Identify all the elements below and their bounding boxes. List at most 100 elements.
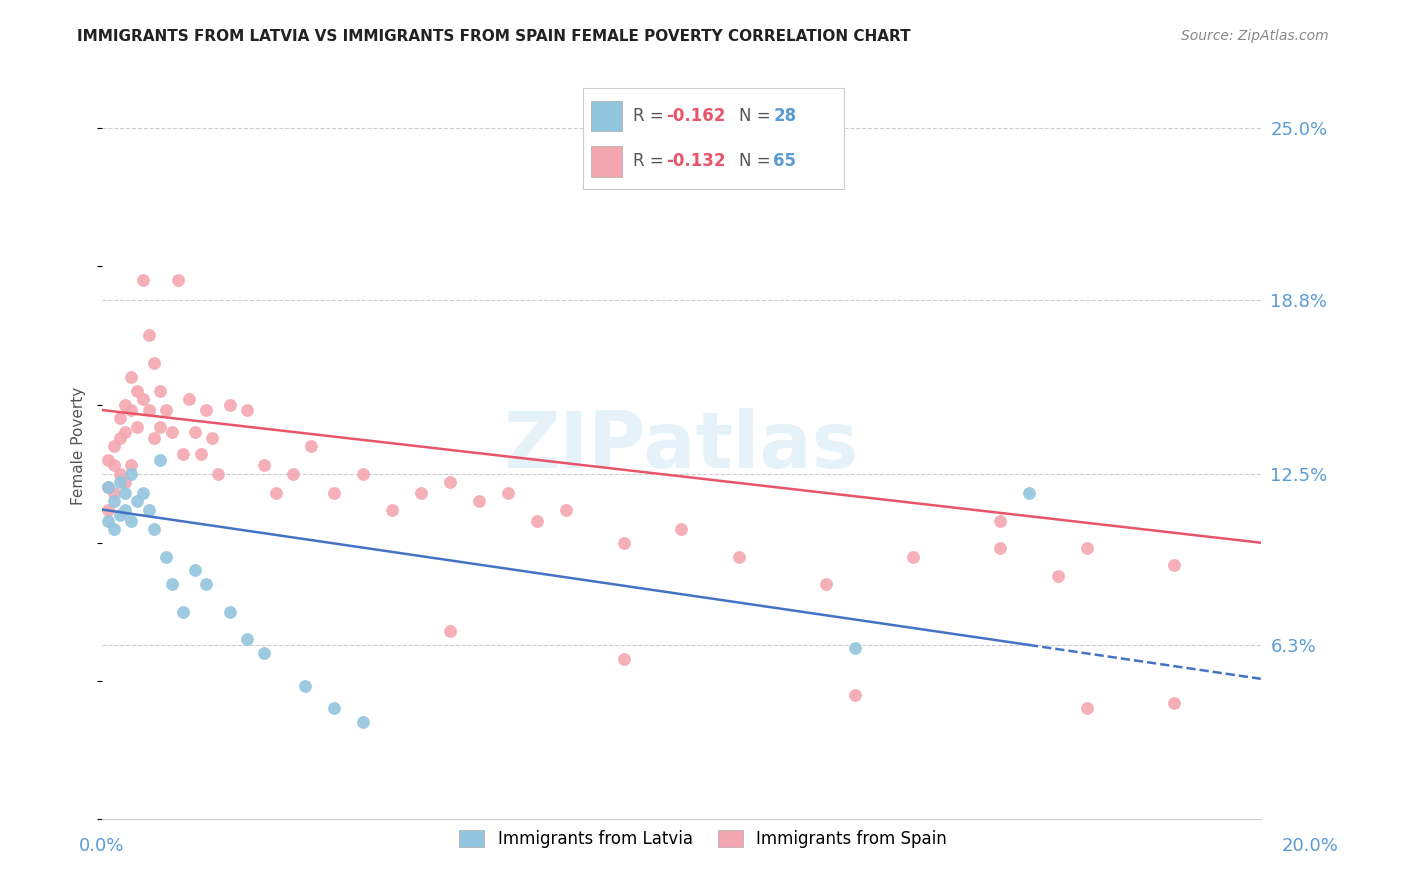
Point: [184, 425, 207, 440]
Point: [125, 494, 148, 508]
Text: 0.0%: 0.0%: [79, 837, 124, 855]
Text: IMMIGRANTS FROM LATVIA VS IMMIGRANTS FROM SPAIN FEMALE POVERTY CORRELATION CHART: IMMIGRANTS FROM LATVIA VS IMMIGRANTS FRO…: [77, 29, 911, 45]
Text: Source: ZipAtlas.com: Source: ZipAtlas.com: [1181, 29, 1329, 44]
Point: [108, 475, 131, 489]
Point: [120, 370, 142, 384]
Point: [138, 328, 160, 343]
Point: [143, 431, 166, 445]
Point: [988, 541, 1011, 556]
Point: [612, 652, 634, 666]
Point: [138, 502, 160, 516]
Point: [253, 646, 276, 660]
Point: [253, 458, 276, 473]
Point: [236, 403, 259, 417]
Point: [299, 439, 322, 453]
Point: [114, 398, 136, 412]
Point: [1076, 541, 1098, 556]
Point: [120, 458, 142, 473]
Point: [1163, 558, 1185, 572]
Point: [190, 447, 212, 461]
Point: [108, 431, 131, 445]
Point: [125, 419, 148, 434]
Point: [901, 549, 924, 564]
Point: [264, 486, 287, 500]
Point: [439, 475, 461, 489]
Point: [149, 384, 172, 398]
Point: [844, 688, 866, 702]
Y-axis label: Female Poverty: Female Poverty: [72, 387, 86, 505]
Point: [149, 419, 172, 434]
Point: [1076, 701, 1098, 715]
Point: [526, 514, 548, 528]
Point: [1046, 569, 1069, 583]
Point: [612, 535, 634, 549]
Legend: Immigrants from Latvia, Immigrants from Spain: Immigrants from Latvia, Immigrants from …: [453, 823, 953, 855]
Point: [322, 701, 344, 715]
Point: [120, 467, 142, 481]
Point: [108, 467, 131, 481]
Point: [97, 514, 120, 528]
Point: [160, 425, 183, 440]
Point: [132, 273, 155, 287]
Point: [195, 577, 218, 591]
Point: [409, 486, 432, 500]
Point: [671, 522, 693, 536]
Point: [120, 514, 142, 528]
Point: [172, 605, 194, 619]
Point: [103, 486, 125, 500]
Point: [103, 439, 125, 453]
Point: [844, 640, 866, 655]
Point: [166, 273, 188, 287]
Point: [103, 522, 125, 536]
Point: [352, 715, 374, 730]
Point: [103, 458, 125, 473]
Point: [207, 467, 229, 481]
Point: [322, 486, 344, 500]
Point: [728, 549, 751, 564]
Point: [97, 480, 120, 494]
Point: [554, 502, 576, 516]
Point: [155, 549, 177, 564]
Point: [103, 494, 125, 508]
Point: [177, 392, 200, 406]
Point: [125, 384, 148, 398]
Point: [496, 486, 519, 500]
Point: [988, 514, 1011, 528]
Point: [283, 467, 305, 481]
Point: [439, 624, 461, 639]
Point: [97, 502, 120, 516]
Point: [108, 411, 131, 425]
Text: ZIPatlas: ZIPatlas: [503, 408, 859, 484]
Point: [149, 452, 172, 467]
Point: [143, 356, 166, 370]
Point: [138, 403, 160, 417]
Point: [294, 679, 316, 693]
Point: [352, 467, 374, 481]
Point: [143, 522, 166, 536]
Text: 20.0%: 20.0%: [1282, 837, 1339, 855]
Point: [201, 431, 224, 445]
Point: [381, 502, 404, 516]
Point: [108, 508, 131, 522]
Point: [132, 486, 155, 500]
Point: [114, 502, 136, 516]
Point: [114, 486, 136, 500]
Point: [467, 494, 489, 508]
Point: [97, 452, 120, 467]
Point: [195, 403, 218, 417]
Point: [1163, 696, 1185, 710]
Point: [236, 632, 259, 647]
Point: [120, 403, 142, 417]
Point: [1018, 486, 1040, 500]
Point: [155, 403, 177, 417]
Point: [97, 480, 120, 494]
Point: [114, 425, 136, 440]
Point: [218, 398, 240, 412]
Point: [160, 577, 183, 591]
Point: [114, 475, 136, 489]
Point: [132, 392, 155, 406]
Point: [218, 605, 240, 619]
Point: [172, 447, 194, 461]
Point: [184, 563, 207, 577]
Point: [815, 577, 838, 591]
